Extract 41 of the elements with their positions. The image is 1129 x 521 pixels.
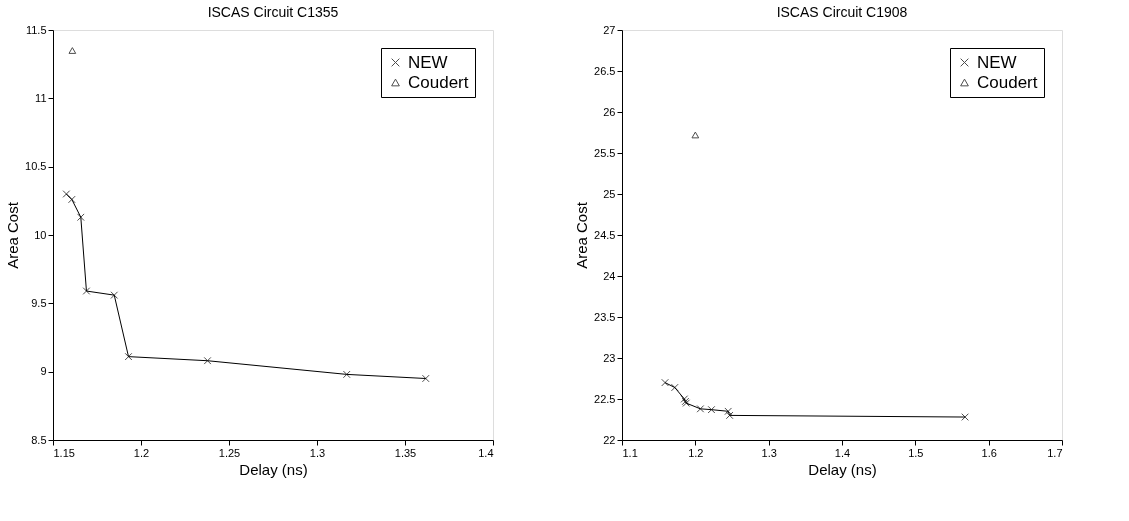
y-tick-label: 9.5 [31,296,47,309]
x-tick-label: 1.4 [834,446,851,459]
y-tick-label: 24.5 [594,228,616,241]
y-tick-label: 26 [603,105,616,118]
y-axis-title: Area Cost [4,201,22,269]
y-tick-label: 8.5 [31,433,47,446]
legend-label: Coudert [408,72,469,92]
x-tick-label: 1.35 [394,446,417,459]
y-tick-label: 10 [34,228,47,241]
x-tick-label: 1.5 [908,446,924,459]
y-tick-label: 10.5 [25,160,47,173]
y-axis-title: Area Cost [573,201,591,269]
y-tick-label: 22 [603,433,616,446]
x-tick-label: 1.25 [218,446,241,459]
y-tick-label: 23.5 [594,310,616,323]
x-tick-label: 1.3 [309,446,326,459]
x-tick-label: 1.4 [478,446,494,459]
y-tick-label: 24 [603,269,616,282]
x-axis-title: Delay (ns) [239,460,308,478]
y-tick-label: 23 [603,351,616,364]
legend-label: NEW [977,52,1017,72]
y-tick-label: 22.5 [594,392,616,405]
x-tick-label: 1.7 [1047,446,1063,459]
y-tick-label: 25 [603,187,616,200]
y-tick-label: 26.5 [594,64,616,77]
y-tick-label: 11 [35,91,47,104]
x-tick-label: 1.3 [761,446,777,459]
chart-title: ISCAS Circuit C1908 [776,4,908,20]
x-tick-label: 1.2 [133,446,150,459]
legend-label: NEW [408,52,448,72]
x-tick-label: 1.6 [981,446,997,459]
y-tick-label: 27 [603,23,616,36]
x-axis-title: Delay (ns) [808,460,877,478]
y-tick-label: 9 [40,365,47,378]
x-tick-label: 1.15 [53,446,75,459]
x-tick-label: 1.2 [688,446,704,459]
y-tick-label: 25.5 [594,146,616,159]
x-tick-label: 1.1 [622,446,638,459]
legend-label: Coudert [977,72,1038,92]
y-tick-label: 11.5 [25,23,47,36]
chart-title: ISCAS Circuit C1355 [207,4,339,20]
